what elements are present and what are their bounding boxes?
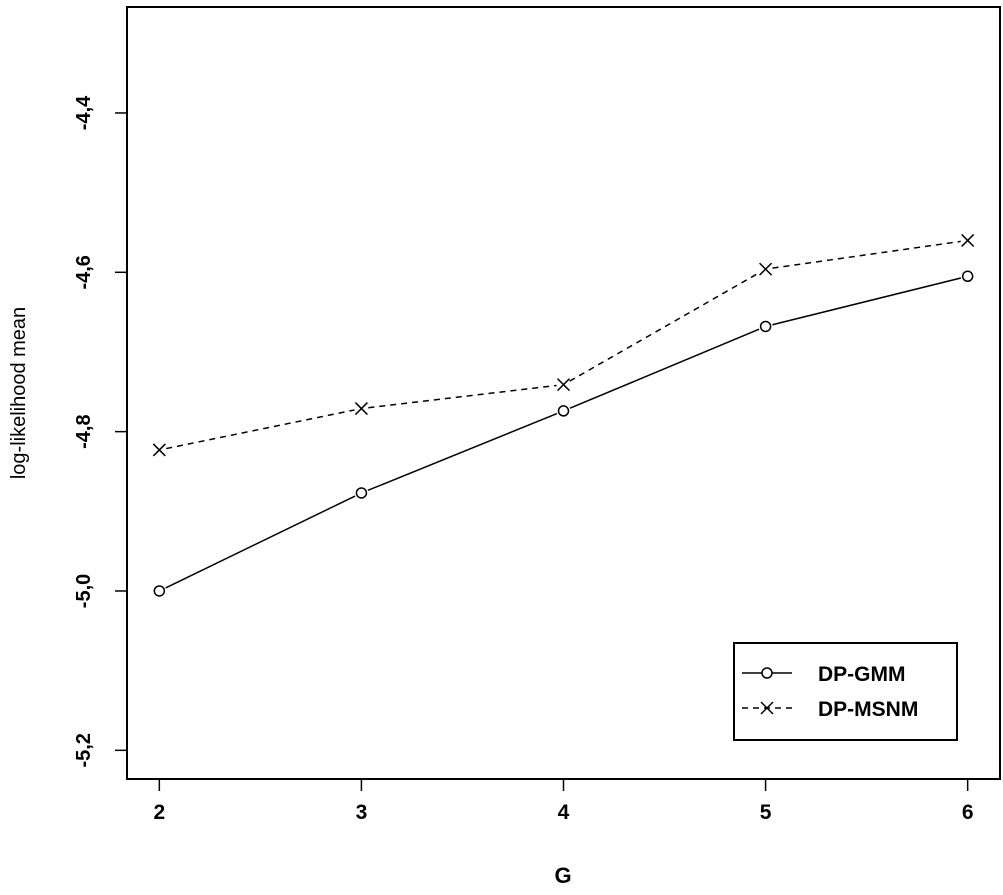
x-tick-label: 4: [558, 801, 570, 824]
y-tick-label: -5,2: [73, 733, 95, 767]
data-point-dp-gmm: [557, 405, 570, 417]
legend-marker-x: [760, 701, 774, 715]
data-point-dp-msnm: [961, 233, 975, 247]
y-tick-label: -4,6: [73, 255, 95, 289]
x-tick-label: 5: [760, 801, 772, 824]
line-segment-dp-gmm: [569, 328, 760, 409]
data-point-dp-msnm: [759, 262, 773, 276]
legend-marker-circle: [761, 667, 773, 679]
data-point-dp-gmm: [759, 320, 772, 333]
legend: DP-GMM DP-MSNM: [733, 642, 958, 741]
data-point-dp-gmm: [961, 270, 974, 283]
data-point-dp-msnm: [556, 378, 571, 392]
x-axis-label: G: [554, 863, 571, 888]
x-tick-label: 6: [962, 801, 974, 824]
line-segment-dp-msnm: [368, 384, 557, 409]
legend-label-dp-msnm: DP-MSNM: [818, 698, 918, 721]
y-tick-label: -5,0: [73, 574, 95, 608]
y-axis-label: log-likelihood mean: [8, 307, 30, 479]
line-segment-dp-gmm: [367, 412, 558, 492]
line-segment-dp-gmm: [165, 495, 356, 589]
x-tick-label: 3: [356, 801, 368, 824]
line-segment-dp-msnm: [166, 409, 355, 450]
data-point-dp-gmm: [153, 585, 166, 597]
line-segment-dp-msnm: [569, 271, 760, 382]
line-segment-dp-gmm: [772, 277, 962, 326]
legend-label-dp-gmm: DP-GMM: [818, 663, 906, 686]
data-point-dp-gmm: [355, 487, 368, 499]
x-tick-label: 2: [153, 801, 165, 824]
line-segment-dp-msnm: [772, 240, 961, 269]
y-tick-label: -4,4: [73, 95, 95, 130]
data-point-dp-msnm: [354, 402, 368, 416]
y-tick-label: -4,8: [73, 414, 95, 448]
data-point-dp-msnm: [152, 443, 166, 457]
legend-box: [733, 642, 958, 741]
